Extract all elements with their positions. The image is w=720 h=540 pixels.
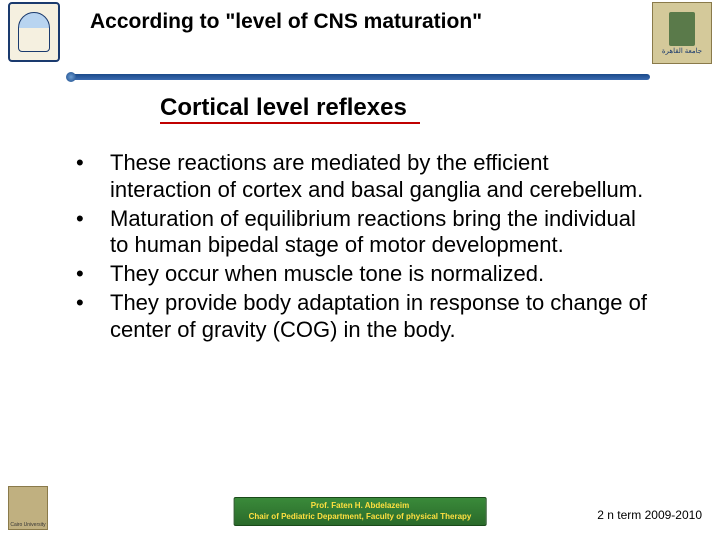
bullet-marker: • bbox=[70, 206, 110, 260]
bullet-text: Maturation of equilibrium reactions brin… bbox=[110, 206, 656, 260]
institution-logo-right: جامعة القاهرة bbox=[652, 2, 712, 64]
bullet-item: • They provide body adaptation in respon… bbox=[70, 290, 656, 344]
slide-header: جامعة القاهرة According to "level of CNS… bbox=[0, 0, 720, 70]
slide-title: According to "level of CNS maturation" bbox=[70, 10, 650, 34]
institution-logo-left bbox=[8, 2, 60, 62]
bullet-item: • They occur when muscle tone is normali… bbox=[70, 261, 656, 288]
bullet-item: • Maturation of equilibrium reactions br… bbox=[70, 206, 656, 260]
bullet-marker: • bbox=[70, 290, 110, 344]
bullet-marker: • bbox=[70, 261, 110, 288]
footer-author-dept: Chair of Pediatric Department, Faculty o… bbox=[249, 512, 472, 522]
bullet-text: They provide body adaptation in response… bbox=[110, 290, 656, 344]
bullet-text: These reactions are mediated by the effi… bbox=[110, 150, 656, 204]
logo-right-caption: جامعة القاهرة bbox=[662, 48, 702, 55]
slide-content: • These reactions are mediated by the ef… bbox=[0, 122, 720, 344]
footer-author-box: Prof. Faten H. Abdelazeim Chair of Pedia… bbox=[234, 497, 487, 526]
bullet-item: • These reactions are mediated by the ef… bbox=[70, 150, 656, 204]
footer-author-name: Prof. Faten H. Abdelazeim bbox=[249, 501, 472, 511]
slide-footer: Cairo University Prof. Faten H. Abdelaze… bbox=[0, 500, 720, 530]
bullet-text: They occur when muscle tone is normalize… bbox=[110, 261, 656, 288]
slide-subtitle: Cortical level reflexes bbox=[0, 80, 720, 122]
footer-term: 2 n term 2009-2010 bbox=[597, 508, 702, 522]
footer-logo-caption: Cairo University bbox=[10, 522, 45, 529]
bullet-marker: • bbox=[70, 150, 110, 204]
footer-logo: Cairo University bbox=[8, 486, 48, 530]
